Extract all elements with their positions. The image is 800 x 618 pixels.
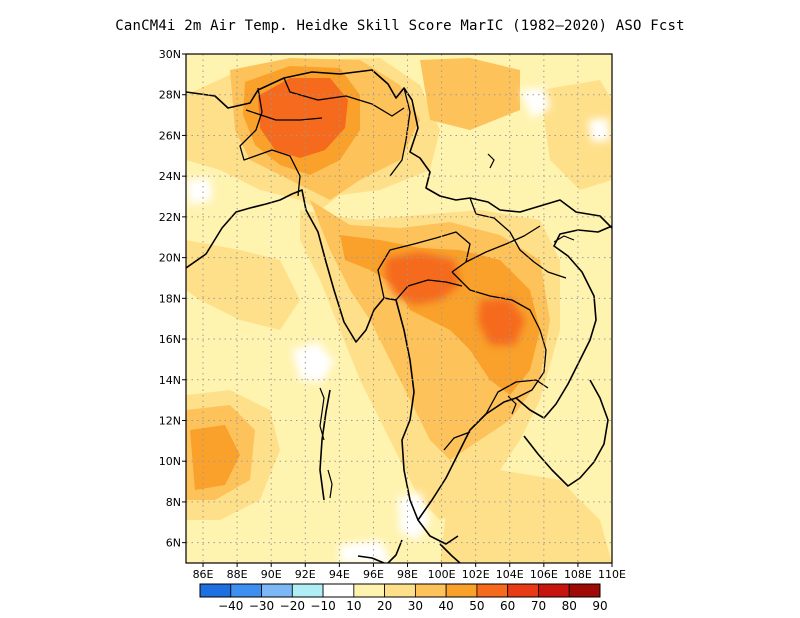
lon-tick-label: 106E — [530, 568, 558, 581]
lon-tick-label: 98E — [397, 568, 418, 581]
lat-tick-label: 24N — [159, 170, 181, 183]
lat-tick-label: 10N — [159, 455, 181, 468]
lon-tick-label: 88E — [227, 568, 248, 581]
coastlines — [186, 69, 612, 563]
colorbar-label: 70 — [531, 599, 546, 613]
colorbar-label: −10 — [310, 599, 335, 613]
lon-tick-label: 110E — [598, 568, 626, 581]
lon-tick-label: 96E — [363, 568, 384, 581]
colorbar-swatch — [230, 583, 262, 598]
lat-tick-label: 6N — [166, 537, 181, 550]
colorbar-swatch — [322, 583, 355, 598]
lat-tick-label: 26N — [159, 129, 181, 142]
colorbar-label: 90 — [592, 599, 607, 613]
colorbar-swatch — [476, 583, 509, 598]
lat-tick-label: 18N — [159, 292, 181, 305]
lat-tick-label: 16N — [159, 333, 181, 346]
lon-tick-label: 102E — [462, 568, 490, 581]
lat-tick-label: 14N — [159, 374, 181, 387]
colorbar — [199, 583, 601, 598]
shaded-field — [186, 54, 612, 563]
lon-tick-label: 86E — [193, 568, 214, 581]
colorbar-swatch — [291, 583, 324, 598]
colorbar-swatch — [507, 583, 539, 598]
lon-tick-label: 100E — [428, 568, 456, 581]
colorbar-swatch — [261, 583, 293, 598]
lat-tick-label: 30N — [159, 48, 181, 61]
graticule — [186, 54, 612, 563]
colorbar-swatch — [568, 583, 601, 598]
colorbar-label: 40 — [439, 599, 454, 613]
longitude-axis: 86E 88E 90E 92E 94E 96E 98E 100E 102E 104E 106E 108… — [193, 563, 626, 581]
map-frame — [185, 53, 613, 564]
colorbar-label: 80 — [562, 599, 577, 613]
colorbar-labels: −40 −30 −20 −10 10 20 30 40 50 60 70 80 90 — [218, 599, 608, 613]
colorbar-label: 20 — [377, 599, 392, 613]
lat-tick-label: 22N — [159, 211, 181, 224]
latitude-axis: 6N 8N 10N 12N 14N 16N 18N 20N 22N 24N 26N 28N 30N — [159, 48, 186, 550]
colorbar-label: 10 — [346, 599, 361, 613]
colorbar-swatch — [353, 583, 386, 598]
lat-tick-label: 28N — [159, 89, 181, 102]
lon-tick-label: 104E — [496, 568, 524, 581]
colorbar-swatch — [199, 583, 232, 598]
lon-tick-label: 92E — [295, 568, 316, 581]
lat-tick-label: 8N — [166, 496, 181, 509]
contour-10 — [186, 88, 610, 563]
colorbar-swatch — [445, 583, 478, 598]
colorbar-label: −20 — [280, 599, 305, 613]
colorbar-swatch — [384, 583, 416, 598]
islands — [319, 153, 575, 499]
lat-tick-label: 20N — [159, 252, 181, 265]
lon-tick-label: 108E — [564, 568, 592, 581]
contour-60 — [258, 78, 525, 345]
colorbar-swatch — [538, 583, 570, 598]
lon-tick-label: 94E — [329, 568, 350, 581]
colorbar-label: 50 — [469, 599, 484, 613]
colorbar-label: 30 — [408, 599, 423, 613]
colorbar-label: −30 — [249, 599, 274, 613]
country-borders — [239, 77, 567, 451]
colorbar-label: 60 — [500, 599, 515, 613]
map-title: CanCM4i 2m Air Temp. Heidke Skill Score … — [115, 18, 685, 34]
colorbar-frame — [199, 583, 601, 598]
lon-tick-label: 90E — [261, 568, 282, 581]
colorbar-swatch — [414, 583, 447, 598]
lat-tick-label: 12N — [159, 414, 181, 427]
colorbar-label: −40 — [218, 599, 243, 613]
